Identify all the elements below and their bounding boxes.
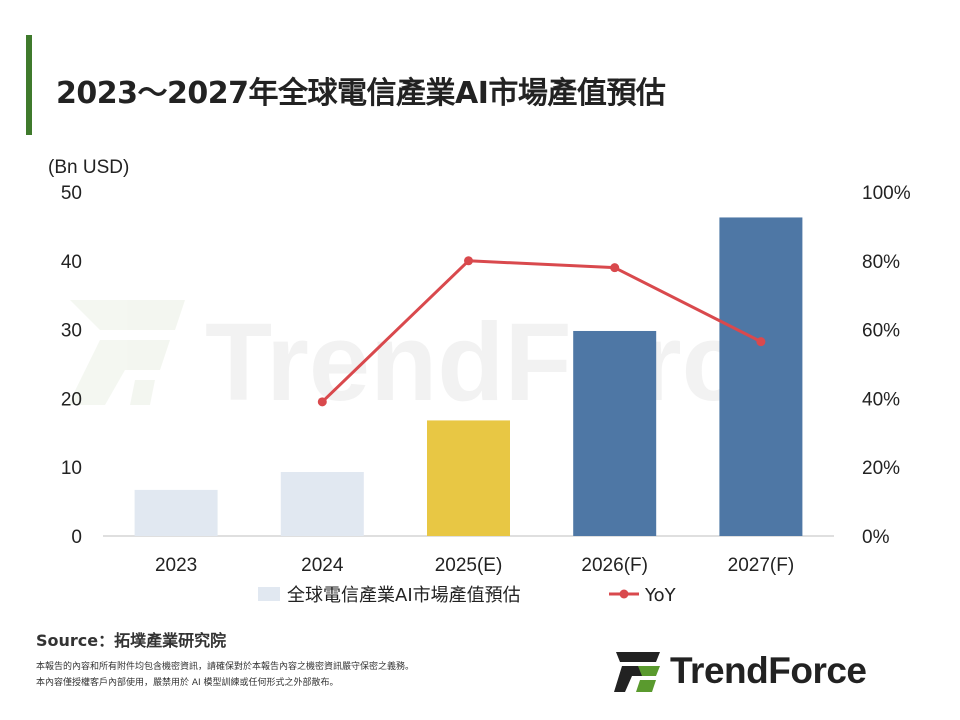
legend-label-bar: 全球電信產業AI市場產值預估	[287, 585, 521, 606]
yoy-line	[321, 259, 762, 403]
watermark-logo-icon	[68, 300, 185, 405]
x-tick-label: 2025(E)	[435, 555, 503, 576]
y2-tick-label: 60%	[862, 321, 900, 342]
y2-tick-label: 80%	[862, 252, 900, 273]
bar-2026(F)	[573, 330, 657, 536]
x-tick-label: 2023	[155, 555, 197, 576]
title-accent-bar	[26, 35, 32, 135]
disclaimer-line-2: 本內容僅授權客戶內部使用，嚴禁用於 AI 模型訓練或任何形式之外部散布。	[36, 678, 339, 688]
y-tick-label: 30	[61, 321, 82, 342]
y-tick-label: 50	[61, 183, 82, 204]
disclaimer-line-1: 本報告的內容和所有附件均包含機密資訊，請確保對於本報告內容之機密資訊嚴守保密之義…	[36, 662, 415, 672]
y-axis-unit: (Bn USD)	[48, 157, 129, 178]
legend-swatch-bar	[258, 587, 280, 601]
y2-tick-label: 100%	[862, 183, 911, 204]
y2-tick-label: 40%	[862, 389, 900, 410]
legend-swatch-marker	[619, 589, 629, 599]
source-line: Source：拓墣產業研究院	[36, 631, 227, 650]
bar-2025(E)	[427, 420, 510, 536]
trendforce-logo-icon	[614, 652, 660, 692]
x-tick-label: 2026(F)	[581, 555, 648, 576]
y2-tick-label: 20%	[862, 458, 900, 479]
bar-2027(F)	[719, 217, 803, 536]
yoy-point-2026(F)	[610, 263, 620, 273]
bar-2024	[280, 472, 364, 536]
x-tick-label: 2024	[301, 555, 344, 576]
y-tick-label: 20	[61, 389, 82, 410]
legend-label-line: YoY	[644, 585, 677, 606]
y2-tick-label: 0%	[862, 527, 890, 548]
y-tick-label: 0	[71, 527, 82, 548]
watermark-text: TrendForce	[205, 301, 804, 424]
y-tick-label: 10	[61, 458, 82, 479]
page-title: 2023～2027年全球電信產業AI市場產值預估	[56, 76, 666, 111]
watermark: TrendForce	[68, 300, 804, 424]
y-tick-label: 40	[61, 252, 82, 273]
yoy-point-2024	[317, 397, 327, 407]
yoy-point-2025(E)	[464, 256, 473, 266]
x-tick-label: 2027(F)	[728, 555, 795, 576]
yoy-point-2027(F)	[756, 337, 766, 347]
trendforce-logo: TrendForce	[612, 648, 932, 696]
trendforce-logo-text: TrendForce	[670, 650, 867, 691]
chart: TrendForce (Bn USD) 0 10 20 30 40 50 0% 20% 40% 60…	[48, 157, 911, 606]
bar-2023	[134, 489, 218, 536]
